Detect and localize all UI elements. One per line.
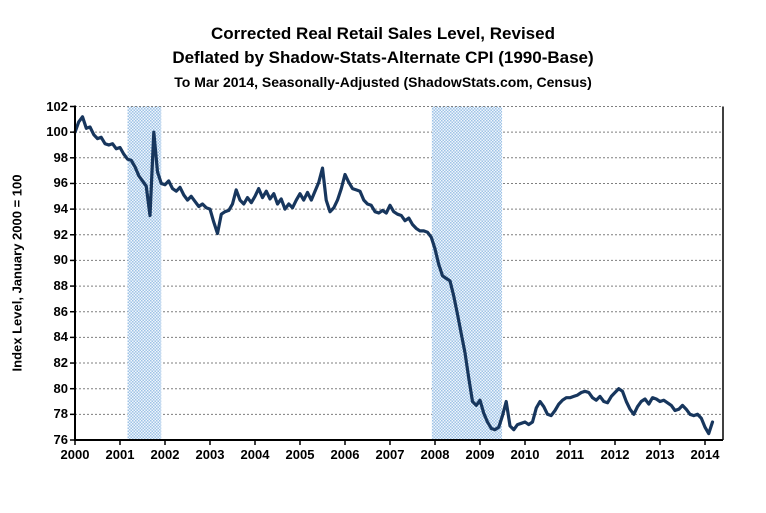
y-tick-label: 102 bbox=[46, 98, 68, 114]
y-tick-label: 90 bbox=[53, 252, 68, 268]
y-tick-label: 98 bbox=[53, 149, 68, 165]
x-tick-label: 2011 bbox=[555, 447, 585, 462]
x-tick-label: 2009 bbox=[465, 447, 495, 462]
chart-title-line2: Deflated by Shadow-Stats-Alternate CPI (… bbox=[172, 48, 594, 67]
y-tick-label: 96 bbox=[53, 175, 68, 191]
y-tick-label: 88 bbox=[53, 278, 68, 294]
y-tick-label: 78 bbox=[53, 406, 68, 422]
x-tick-label: 2007 bbox=[375, 447, 405, 462]
x-tick-label: 2004 bbox=[240, 447, 270, 462]
x-tick-label: 2012 bbox=[600, 447, 630, 462]
x-tick-label: 2000 bbox=[60, 447, 90, 462]
chart-title-line1: Corrected Real Retail Sales Level, Revis… bbox=[211, 24, 555, 43]
y-tick-label: 76 bbox=[53, 432, 68, 447]
x-tick-label: 2005 bbox=[285, 447, 315, 462]
x-tick-label: 2002 bbox=[150, 447, 180, 462]
x-tick-label: 2014 bbox=[690, 447, 720, 462]
y-tick-label: 92 bbox=[53, 226, 68, 242]
x-tick-label: 2008 bbox=[420, 447, 450, 462]
y-tick-label: 86 bbox=[53, 303, 68, 319]
recession-band bbox=[431, 106, 503, 440]
sales-line bbox=[73, 115, 715, 436]
y-tick-label: 82 bbox=[53, 355, 68, 371]
x-tick-label: 2013 bbox=[645, 447, 675, 462]
y-tick-label: 100 bbox=[46, 124, 68, 140]
x-tick-label: 2006 bbox=[330, 447, 360, 462]
x-tick-label: 2010 bbox=[510, 447, 540, 462]
x-tick-label: 2001 bbox=[105, 447, 135, 462]
x-tick-label: 2003 bbox=[195, 447, 225, 462]
chart-title-line3: To Mar 2014, Seasonally-Adjusted (Shadow… bbox=[174, 74, 592, 90]
y-tick-label: 94 bbox=[53, 201, 68, 217]
y-tick-label: 80 bbox=[53, 380, 68, 396]
y-tick-label: 84 bbox=[53, 329, 68, 345]
